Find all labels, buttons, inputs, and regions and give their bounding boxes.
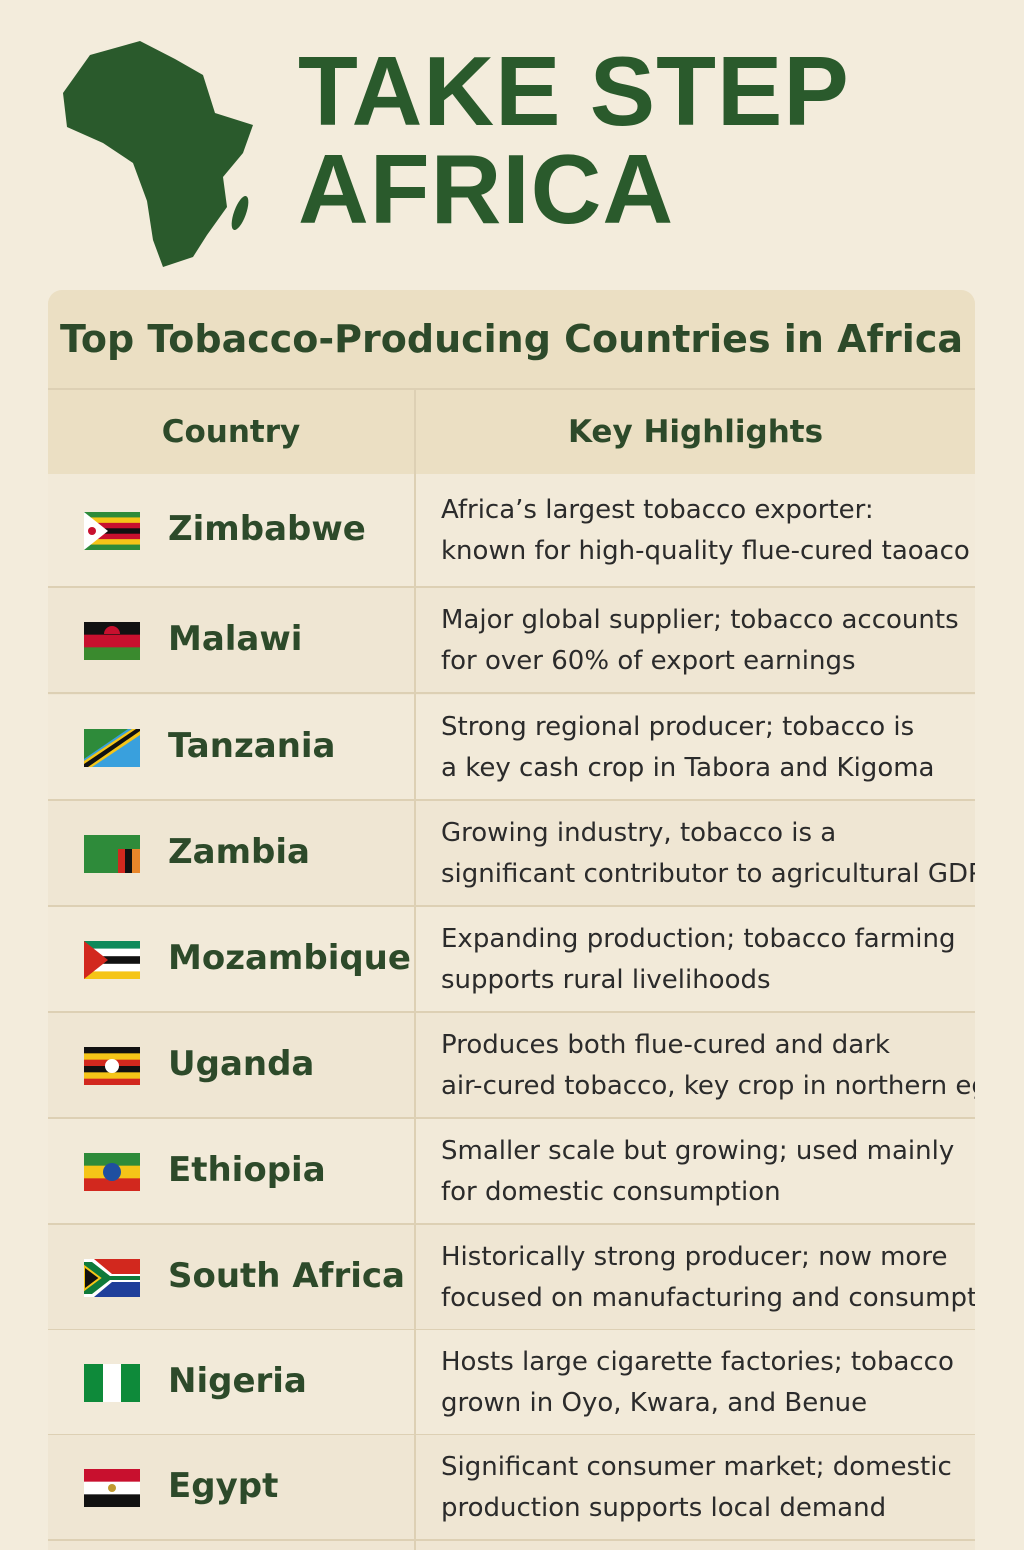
country-name: Egypt: [168, 1466, 279, 1506]
africa-map: [63, 41, 253, 267]
highlight-line: air-cured tobacco, key crop in northern …: [441, 1071, 975, 1101]
table-row: [48, 801, 975, 907]
flag: [84, 941, 140, 980]
table-row: [48, 474, 975, 588]
highlight-line: Smaller scale but growing; used mainly: [441, 1136, 955, 1166]
country-name: Uganda: [168, 1044, 315, 1084]
highlight-line: Strong regional producer; tobacco is: [441, 712, 915, 742]
table-row: [48, 1225, 975, 1331]
flag-icon: [83, 1259, 140, 1297]
table-row: [48, 1013, 975, 1119]
highlight-line: for over 60% of export earnings: [441, 646, 856, 676]
highlight-line: Historically strong producer; now more: [441, 1242, 948, 1272]
highlight-line: Africa’s largest tobacco exporter:: [441, 495, 874, 525]
country-name: Zambia: [168, 832, 310, 872]
column-header: Key Highlights: [416, 390, 975, 476]
flag: [84, 729, 140, 767]
highlight-line: for domestic consumption: [441, 1177, 781, 1207]
highlight-line: grown in Oyo, Kwara, and Benue: [441, 1388, 868, 1418]
flag-icon: [84, 729, 140, 767]
highlight-line: production supports local demand: [441, 1493, 887, 1523]
flag-icon: [84, 512, 140, 551]
flag: [84, 1153, 140, 1192]
divider: [414, 388, 416, 1550]
country-name: Zimbabwe: [168, 509, 366, 549]
highlight-line: known for high-quality flue-cured taoaco: [441, 536, 970, 566]
country-name: Tanzania: [168, 726, 336, 766]
flag-icon: [84, 1469, 140, 1508]
flag: [84, 1047, 140, 1086]
column-header: Country: [48, 390, 414, 476]
highlight-line: focused on manufacturing and consumption: [441, 1283, 975, 1313]
flag-icon: [84, 835, 140, 873]
title-line: TAKE STEP: [298, 36, 850, 146]
country-name: Mozambique: [168, 938, 411, 978]
table-row: [48, 1119, 975, 1225]
flag-icon: [84, 1047, 140, 1086]
highlight-line: significant contributor to agricultural …: [441, 859, 975, 889]
table-row: [48, 588, 975, 694]
highlight-line: Expanding production; tobacco farming: [441, 924, 956, 954]
flag-icon: [84, 941, 140, 980]
highlight-line: Significant consumer market; domestic: [441, 1452, 952, 1482]
highlight-line: Hosts large cigarette factories; tobacco: [441, 1347, 954, 1377]
flag: [83, 1259, 140, 1297]
table-row: [48, 695, 975, 801]
table-row: [48, 907, 975, 1013]
country-name: South Africa: [168, 1256, 405, 1296]
table: Top Tobacco-Producing Countries in Afric…: [48, 290, 975, 1550]
country-name: Nigeria: [168, 1361, 307, 1401]
table-title: Top Tobacco-Producing Countries in Afric…: [48, 290, 975, 390]
flag-icon: [84, 1153, 140, 1192]
country-name: Ethiopia: [168, 1150, 326, 1190]
flag: [84, 622, 140, 661]
highlight-line: Produces both flue-cured and dark: [441, 1030, 890, 1060]
country-name: Malawi: [168, 619, 303, 659]
highlight-line: supports rural livelihoods: [441, 965, 771, 995]
title-line: AFRICA: [298, 134, 675, 244]
highlight-line: Growing industry, tobacco is a: [441, 818, 837, 848]
flag-icon: [84, 1364, 140, 1402]
flag-icon: [84, 622, 140, 661]
flag: [84, 512, 140, 551]
table-row: [48, 1435, 975, 1541]
highlight-line: Major global supplier; tobacco accounts: [441, 605, 959, 635]
table-row: [48, 1330, 975, 1436]
flag: [84, 1364, 140, 1402]
flag: [84, 835, 140, 873]
highlight-line: a key cash crop in Tabora and Kigoma: [441, 753, 935, 783]
title: TAKE STEP AFRICA: [298, 42, 850, 238]
flag: [84, 1469, 140, 1508]
